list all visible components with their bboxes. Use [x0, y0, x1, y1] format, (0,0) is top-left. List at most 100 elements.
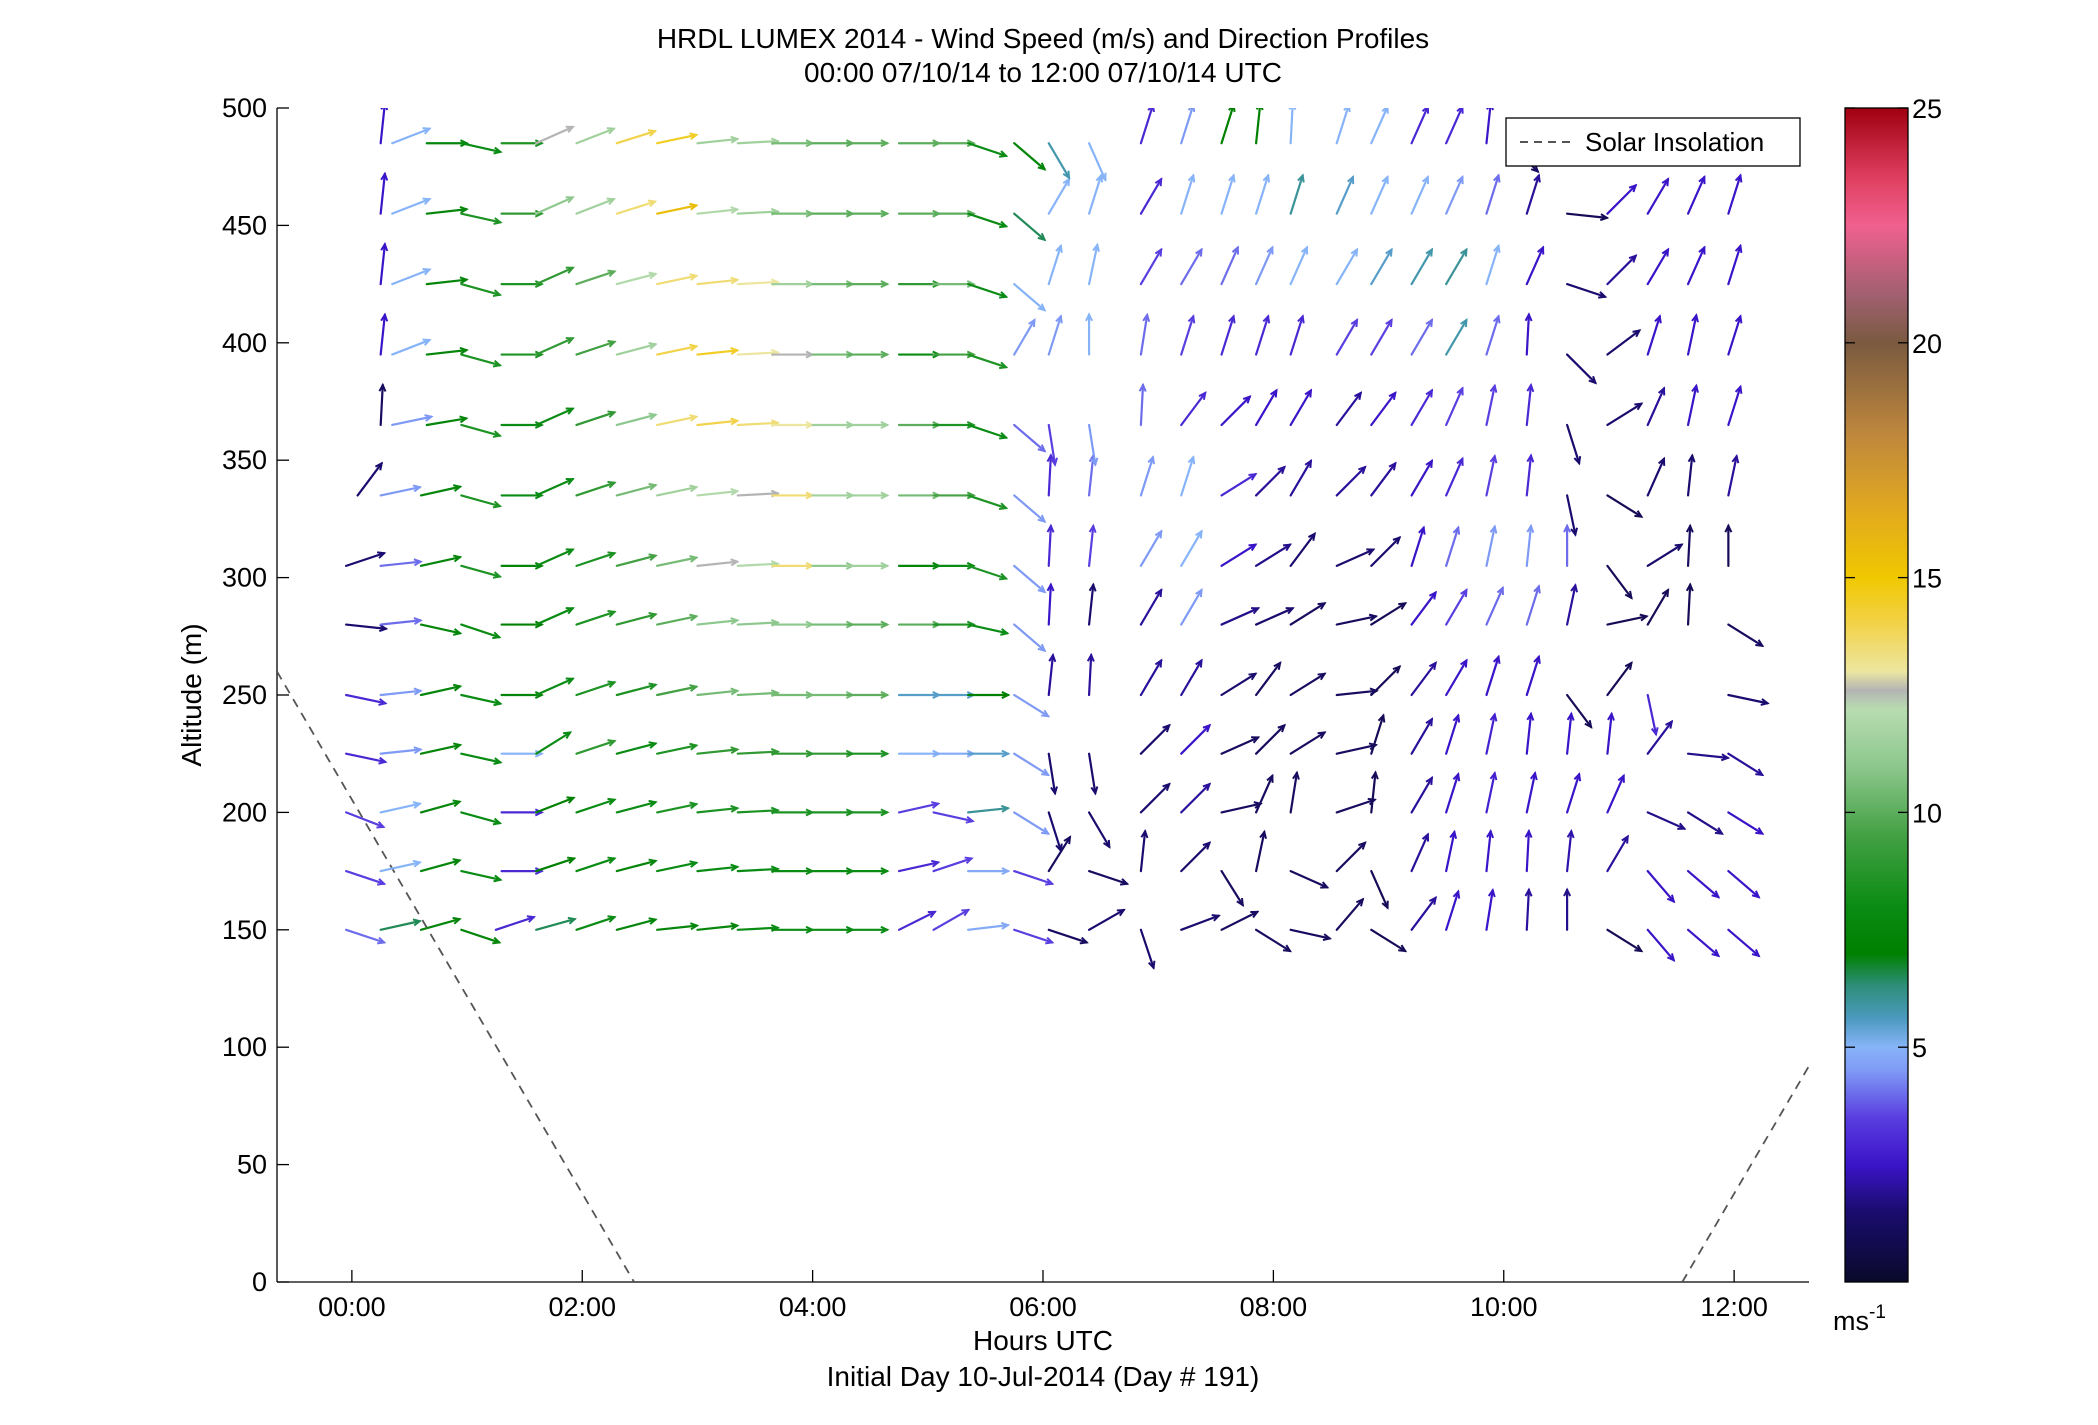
wind-vector	[1525, 771, 1538, 814]
wind-vector-shaft	[1646, 720, 1673, 755]
wind-vector-shaft	[656, 345, 698, 356]
wind-vector	[379, 108, 389, 145]
wind-vector	[1220, 607, 1261, 626]
wind-vector-head	[565, 125, 575, 133]
wind-vector-shaft	[1254, 774, 1274, 814]
wind-vector-head	[422, 338, 432, 346]
wind-vector-head	[452, 858, 462, 866]
wind-vector	[1525, 654, 1541, 697]
wind-vector-shaft	[1013, 693, 1050, 718]
wind-vector	[1180, 108, 1196, 145]
wind-vector	[1220, 736, 1261, 755]
wind-vector-head	[1282, 944, 1292, 953]
wind-vector-shaft	[379, 861, 421, 873]
wind-vector-shaft	[575, 857, 616, 873]
wind-vector	[932, 421, 976, 429]
wind-vector-head	[880, 421, 890, 429]
wind-vector	[1254, 173, 1271, 215]
wind-vector	[345, 811, 386, 829]
wind-vector-shaft	[615, 130, 657, 145]
wind-vector-shaft	[1370, 248, 1393, 286]
wind-vector	[1445, 525, 1461, 567]
wind-vector	[1254, 314, 1271, 356]
wind-vector	[846, 209, 890, 218]
wind-vector	[1445, 713, 1461, 755]
wind-vector-shaft	[1370, 869, 1389, 909]
wind-vector	[500, 561, 544, 570]
wind-vector-shaft	[425, 208, 468, 215]
wind-vector	[1047, 835, 1072, 873]
wind-vector	[1410, 108, 1430, 145]
wind-vector-head	[1691, 383, 1699, 393]
wind-vector-head	[452, 799, 462, 808]
wind-vector-head	[1425, 775, 1434, 785]
wind-vector	[1727, 693, 1770, 706]
colorbar-tick-label: 10	[1912, 798, 1942, 828]
wind-vector-head	[1251, 607, 1261, 615]
wind-vector	[1086, 652, 1095, 697]
wind-vector-head	[607, 410, 617, 418]
wind-vector-head	[1300, 245, 1309, 255]
wind-vector-head	[1687, 453, 1696, 463]
wind-vector	[967, 921, 1011, 931]
wind-vector-head	[1262, 314, 1271, 324]
wind-vector	[419, 799, 462, 814]
x-axis-label: Hours UTC	[973, 1325, 1113, 1356]
wind-vector-shaft	[897, 910, 936, 931]
wind-vector-head	[1388, 461, 1397, 471]
wind-vector-shaft	[575, 198, 615, 215]
wind-vector	[1525, 453, 1535, 497]
wind-vector-shaft	[1087, 653, 1093, 697]
wind-vector	[846, 691, 890, 699]
wind-vector	[345, 752, 388, 765]
wind-vector-shaft	[379, 689, 422, 697]
wind-vector	[1410, 525, 1426, 567]
wind-vector-shaft	[1047, 654, 1055, 697]
wind-vector-head	[1617, 773, 1625, 783]
wind-vector-shaft	[1686, 928, 1720, 957]
wind-vector-head	[1661, 247, 1670, 257]
wind-vector-head	[1063, 835, 1072, 845]
wind-vector-head	[1062, 177, 1071, 187]
wind-vector	[1646, 588, 1670, 626]
wind-vector-head	[378, 624, 389, 633]
wind-vector	[378, 382, 387, 427]
wind-vector	[696, 135, 740, 145]
wind-vector-head	[1266, 245, 1274, 255]
legend: Solar Insolation	[1505, 117, 1801, 167]
wind-vector-head	[1533, 654, 1541, 664]
wind-vector-head	[1262, 173, 1271, 183]
wind-vector	[391, 127, 432, 145]
wind-vector-head	[1307, 532, 1317, 541]
wind-vector	[1606, 613, 1649, 626]
wind-vector-shaft	[1727, 752, 1764, 776]
wind-vector-head	[1277, 723, 1287, 733]
wind-vector	[656, 343, 699, 356]
wind-vector	[1085, 312, 1094, 356]
wind-vector-shaft	[967, 212, 1008, 228]
x-tick-label: 08:00	[1240, 1292, 1308, 1322]
wind-vector	[656, 922, 700, 931]
wind-vector	[1445, 889, 1461, 931]
wind-vector	[932, 856, 974, 873]
wind-vector-head	[493, 757, 503, 765]
wind-vector	[535, 796, 576, 814]
wind-vector	[1646, 177, 1670, 215]
wind-vector-head	[648, 412, 658, 421]
wind-vector-shaft	[1013, 564, 1046, 593]
wind-vector-shaft	[1180, 588, 1203, 626]
wind-vector	[1335, 465, 1367, 497]
wind-vector	[575, 480, 617, 497]
wind-vector-head	[1654, 314, 1662, 324]
wind-vector-head	[1142, 312, 1151, 323]
wind-vector-shaft	[391, 127, 431, 145]
wind-vector	[500, 139, 544, 148]
wind-vector	[379, 918, 422, 931]
wind-vector	[846, 808, 890, 817]
wind-vector-head	[648, 553, 658, 561]
wind-vector-shaft	[460, 693, 502, 705]
wind-vector-head	[534, 421, 544, 429]
wind-vector-head	[1092, 242, 1100, 252]
wind-vector-shaft	[1646, 869, 1675, 903]
wind-vector-shaft	[1013, 423, 1046, 453]
